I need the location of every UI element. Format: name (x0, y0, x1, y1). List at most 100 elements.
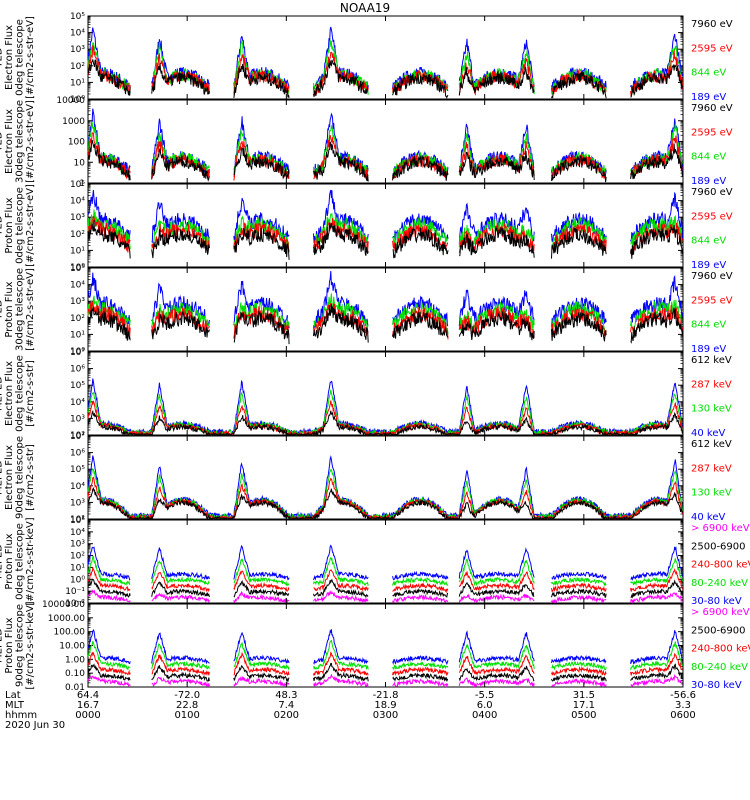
x-tick-hhmm: 0400 (472, 710, 497, 721)
x-tick-hhmm: 0300 (373, 710, 398, 721)
y-tick-label: 10³ (70, 45, 85, 55)
ylabel-line: [#/cm2-s-str-keV] (25, 517, 36, 605)
x-tick-lat: -72.0 (174, 690, 200, 701)
y-tick-label: 10² (70, 230, 85, 240)
x-tick-hhmm: 0000 (75, 710, 100, 721)
x-row-label: hhmm (5, 710, 37, 721)
y-tick-label: 10 (74, 158, 86, 168)
ylabel-line: 90deg telescope (14, 604, 25, 687)
y-tick-label: 10³ (70, 297, 85, 307)
panel-p5: 10² 10³ 10⁴ 10⁵ 10⁶ 10⁷ MEPED Electron Flux 0deg… (0, 348, 732, 441)
y-tick-label: 10² (70, 552, 85, 562)
y-tick-label: 10⁰ (70, 95, 85, 105)
ylabel-line: [#/cm2-s-str] (25, 360, 36, 427)
legend-entry: 130 keV (691, 404, 732, 415)
legend-entry: 189 eV (691, 92, 726, 103)
legend-entry: 7960 eV (691, 271, 733, 282)
y-tick-label: 10⁻¹ (65, 587, 85, 597)
panel-ylabel: MEPED Electron Flux 0deg telescope [#/cm2-s… (0, 355, 36, 432)
legend-entry: 287 keV (691, 463, 732, 474)
x-tick-lat: 64.4 (77, 690, 99, 701)
panel-ylabel: MEPED Proton Flux 0deg telescope [#/cm2-s-s… (0, 517, 36, 605)
panel-p3: 10⁰ 10¹ 10² 10³ 10⁴ 10⁵ TED Proton Flux 0deg tel… (0, 180, 733, 273)
ylabel-line: Electron Flux (4, 361, 15, 426)
y-tick-label: 10⁻² (65, 599, 85, 609)
legend-entry: 287 keV (691, 379, 732, 390)
legend-entry: 844 eV (691, 236, 726, 247)
legend-entry: 844 eV (691, 68, 726, 79)
panel-p6: 10² 10³ 10⁴ 10⁵ 10⁶ 10⁷ MEPED Electron Flux 90de… (0, 432, 732, 525)
x-row-label: 2020 Jun 30 (5, 720, 65, 731)
y-tick-label: 10000 (56, 96, 85, 106)
x-tick-hhmm: 0500 (571, 710, 596, 721)
series-line (87, 555, 683, 587)
ylabel-line: Proton Flux (4, 281, 15, 337)
legend-entry: 844 eV (691, 320, 726, 331)
plot-title: NOAA19 (340, 1, 390, 15)
y-tick-label: 100 (68, 138, 85, 148)
legend-entry: 7960 eV (691, 187, 733, 198)
series-line (87, 219, 683, 260)
y-tick-label: 10⁰ (70, 347, 85, 357)
ylabel-line: MEPED (0, 544, 4, 579)
y-tick-label: 10¹ (70, 563, 85, 573)
ylabel-line: 0deg telescope (14, 187, 25, 264)
series-line (87, 629, 683, 666)
x-tick-lat: -56.6 (670, 690, 696, 701)
x-tick-hhmm: 0600 (670, 710, 695, 721)
y-tick-label: 100.00 (54, 628, 86, 638)
legend-entry: 189 eV (691, 344, 726, 355)
y-tick-label: 0.01 (65, 683, 85, 693)
y-tick-label: 10.00 (59, 642, 85, 652)
y-tick-label: 10⁷ (70, 348, 85, 358)
y-tick-label: 10⁵ (70, 12, 85, 22)
legend-entry: 80-240 keV (691, 662, 748, 673)
legend-entry: 7960 eV (691, 103, 733, 114)
x-tick-mlt: 7.4 (278, 700, 294, 711)
x-tick-mlt: 3.3 (675, 700, 691, 711)
ylabel-line: 0deg telescope (14, 523, 25, 600)
ylabel-line: TED (0, 215, 4, 236)
ylabel-line: [#/cm2-s-str-eV] (25, 184, 36, 267)
y-tick-label: 10⁶ (70, 449, 85, 459)
series-line (87, 476, 683, 521)
y-tick-label: 10² (70, 515, 85, 525)
ylabel-line: Electron Flux (4, 25, 15, 90)
y-tick-label: 10⁵ (70, 180, 85, 190)
panel-p4: 10⁰ 10¹ 10² 10³ 10⁴ 10⁵ TED Proton Flux 30deg te… (0, 264, 733, 357)
legend-entry: 80-240 keV (691, 578, 748, 589)
x-row-label: MLT (5, 700, 25, 711)
y-tick-label: 10⁵ (70, 516, 85, 526)
ylabel-line: Electron Flux (4, 109, 15, 174)
ylabel-line: MEPED (0, 628, 4, 663)
y-tick-label: 10⁴ (70, 398, 85, 408)
legend-entry: 2595 eV (691, 43, 733, 54)
series-line (87, 303, 683, 345)
series-line (87, 662, 683, 684)
y-tick-label: 10³ (70, 540, 85, 550)
y-tick-label: 10² (70, 314, 85, 324)
legend-entry: 30-80 keV (691, 680, 742, 691)
ylabel-line: TED (0, 299, 4, 320)
y-tick-label: 10³ (70, 213, 85, 223)
ylabel-line: 0deg telescope (14, 355, 25, 432)
legend-entry: 40 keV (691, 512, 725, 523)
panel-p1: 10⁰ 10¹ 10² 10³ 10⁴ 10⁵ TED Electron Flux 0deg t… (0, 12, 733, 105)
ylabel-line: [#/cm2-s-str-eV] (25, 268, 36, 351)
series-line (87, 589, 683, 605)
panel-p2: 1 10 100 1000 10000 TED Electron Flux 30deg tel… (0, 96, 733, 189)
panel-frame (87, 99, 684, 184)
ylabel-line: MEPED (0, 376, 4, 411)
y-tick-label: 10³ (70, 414, 85, 424)
series-line (87, 59, 683, 99)
y-tick-label: 10³ (70, 498, 85, 508)
y-tick-label: 10⁴ (70, 528, 85, 538)
legend-entry: 612 keV (691, 355, 732, 366)
y-tick-label: 10¹ (70, 78, 85, 88)
ylabel-line: [#/cm2-s-str-eV] (25, 16, 36, 99)
y-tick-label: 10⁴ (70, 482, 85, 492)
x-tick-mlt: 17.1 (573, 700, 595, 711)
y-tick-label: 10⁴ (70, 281, 85, 291)
